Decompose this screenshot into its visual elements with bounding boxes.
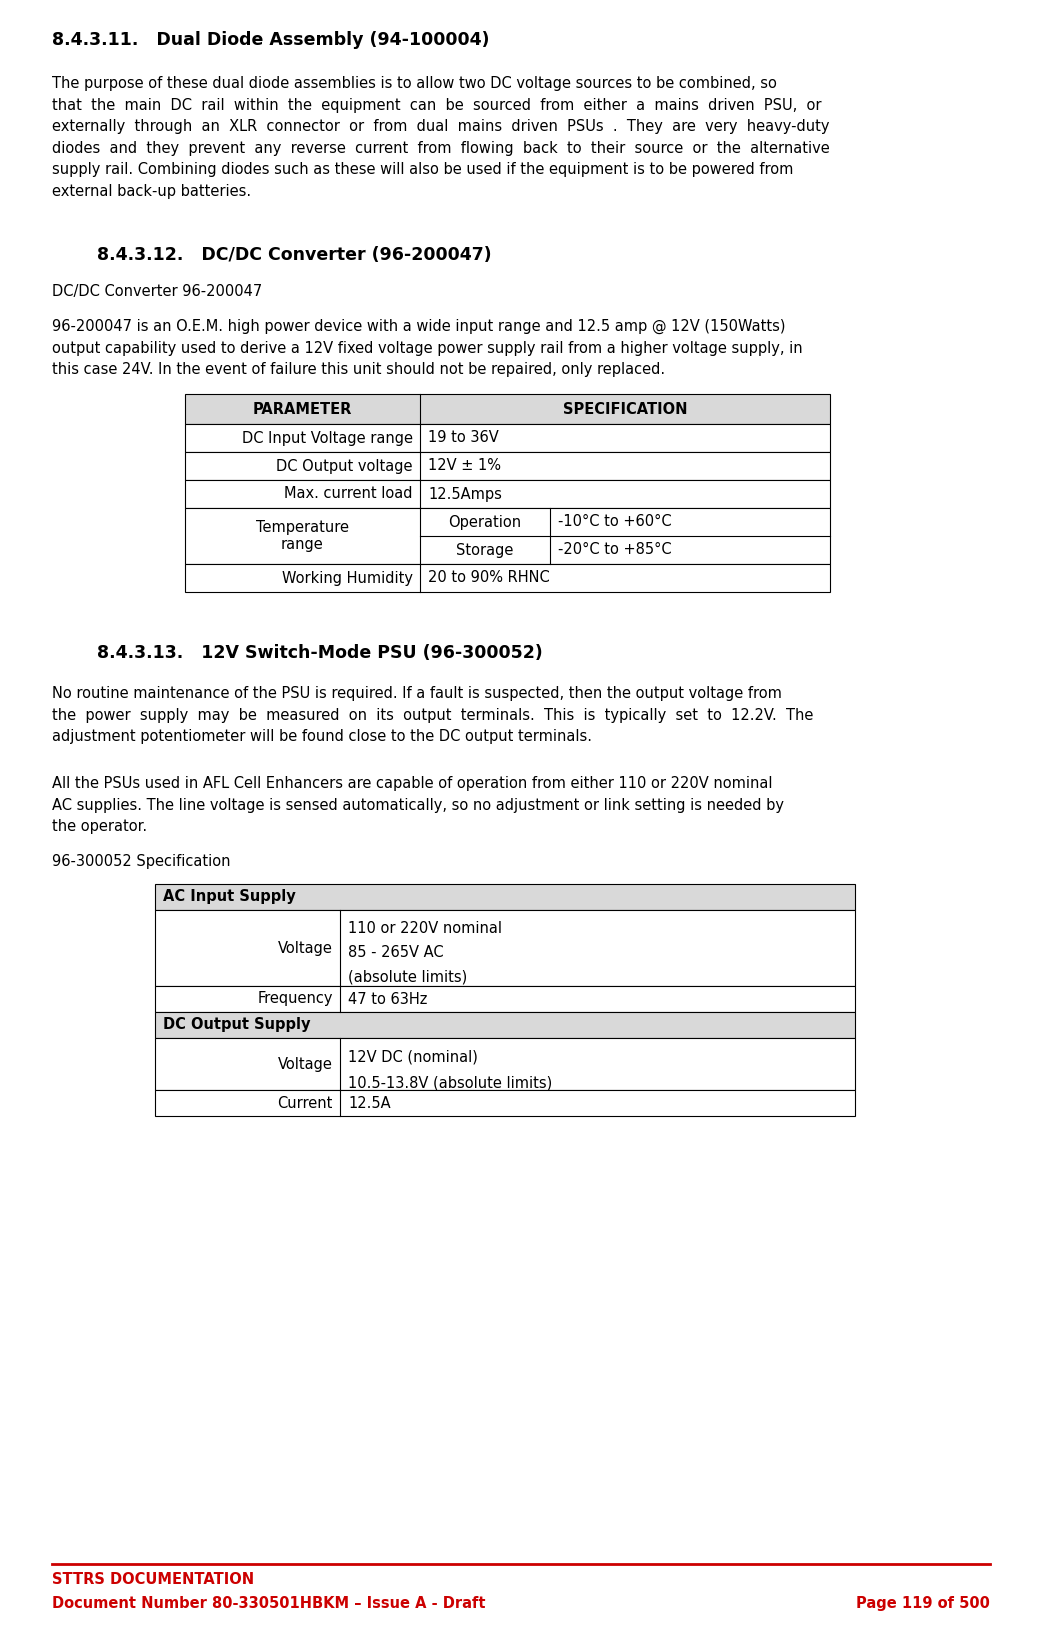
Text: PARAMETER: PARAMETER bbox=[253, 401, 352, 417]
Text: 12V DC (nominal): 12V DC (nominal) bbox=[348, 1049, 477, 1063]
Bar bbox=[155, 1013, 855, 1037]
Text: DC Input Voltage range: DC Input Voltage range bbox=[242, 430, 413, 445]
Text: 8.4.3.13.   12V Switch-Mode PSU (96-300052): 8.4.3.13. 12V Switch-Mode PSU (96-300052… bbox=[97, 645, 543, 663]
Bar bbox=[185, 394, 830, 424]
Text: Voltage: Voltage bbox=[278, 1057, 333, 1072]
Bar bbox=[155, 1090, 855, 1116]
Text: 85 - 265V AC: 85 - 265V AC bbox=[348, 946, 443, 960]
Text: Storage: Storage bbox=[457, 543, 514, 558]
Text: 8.4.3.12.   DC/DC Converter (96-200047): 8.4.3.12. DC/DC Converter (96-200047) bbox=[97, 245, 492, 263]
Bar bbox=[185, 479, 830, 509]
Bar bbox=[185, 509, 830, 564]
Text: (absolute limits): (absolute limits) bbox=[348, 969, 467, 983]
Text: The purpose of these dual diode assemblies is to allow two DC voltage sources to: The purpose of these dual diode assembli… bbox=[52, 75, 829, 200]
Bar bbox=[185, 424, 830, 452]
Text: 12.5Amps: 12.5Amps bbox=[428, 486, 502, 502]
Text: -20°C to +85°C: -20°C to +85°C bbox=[558, 543, 672, 558]
Text: SPECIFICATION: SPECIFICATION bbox=[563, 401, 687, 417]
Bar bbox=[155, 910, 855, 987]
Text: Temperature
range: Temperature range bbox=[256, 520, 349, 553]
Bar bbox=[185, 564, 830, 592]
Text: Working Humidity: Working Humidity bbox=[282, 571, 413, 586]
Text: 10.5-13.8V (absolute limits): 10.5-13.8V (absolute limits) bbox=[348, 1075, 552, 1090]
Text: DC/DC Converter 96-200047: DC/DC Converter 96-200047 bbox=[52, 285, 263, 299]
Bar bbox=[185, 452, 830, 479]
Text: No routine maintenance of the PSU is required. If a fault is suspected, then the: No routine maintenance of the PSU is req… bbox=[52, 685, 814, 744]
Text: Operation: Operation bbox=[448, 514, 521, 530]
Text: 96-300052 Specification: 96-300052 Specification bbox=[52, 854, 230, 869]
Text: Document Number 80-330501HBKM – Issue A - Draft: Document Number 80-330501HBKM – Issue A … bbox=[52, 1597, 486, 1611]
Text: DC Output voltage: DC Output voltage bbox=[276, 458, 413, 473]
Text: Voltage: Voltage bbox=[278, 941, 333, 955]
Text: AC Input Supply: AC Input Supply bbox=[163, 890, 296, 905]
Text: 12.5A: 12.5A bbox=[348, 1096, 390, 1111]
Text: 12V ± 1%: 12V ± 1% bbox=[428, 458, 501, 473]
Text: Max. current load: Max. current load bbox=[284, 486, 413, 502]
Text: -10°C to +60°C: -10°C to +60°C bbox=[558, 514, 672, 530]
Text: Current: Current bbox=[277, 1096, 333, 1111]
Bar bbox=[155, 987, 855, 1013]
Text: STTRS DOCUMENTATION: STTRS DOCUMENTATION bbox=[52, 1572, 254, 1587]
Text: 8.4.3.11.   Dual Diode Assembly (94-100004): 8.4.3.11. Dual Diode Assembly (94-100004… bbox=[52, 31, 490, 49]
Text: 20 to 90% RHNC: 20 to 90% RHNC bbox=[428, 571, 550, 586]
Text: Page 119 of 500: Page 119 of 500 bbox=[856, 1597, 990, 1611]
Text: 110 or 220V nominal: 110 or 220V nominal bbox=[348, 921, 502, 936]
Text: DC Output Supply: DC Output Supply bbox=[163, 1018, 310, 1032]
Text: All the PSUs used in AFL Cell Enhancers are capable of operation from either 110: All the PSUs used in AFL Cell Enhancers … bbox=[52, 775, 784, 834]
Bar bbox=[155, 1037, 855, 1090]
Bar bbox=[155, 883, 855, 910]
Text: 47 to 63Hz: 47 to 63Hz bbox=[348, 991, 428, 1006]
Text: 19 to 36V: 19 to 36V bbox=[428, 430, 498, 445]
Text: 96-200047 is an O.E.M. high power device with a wide input range and 12.5 amp @ : 96-200047 is an O.E.M. high power device… bbox=[52, 319, 802, 378]
Text: Frequency: Frequency bbox=[257, 991, 333, 1006]
